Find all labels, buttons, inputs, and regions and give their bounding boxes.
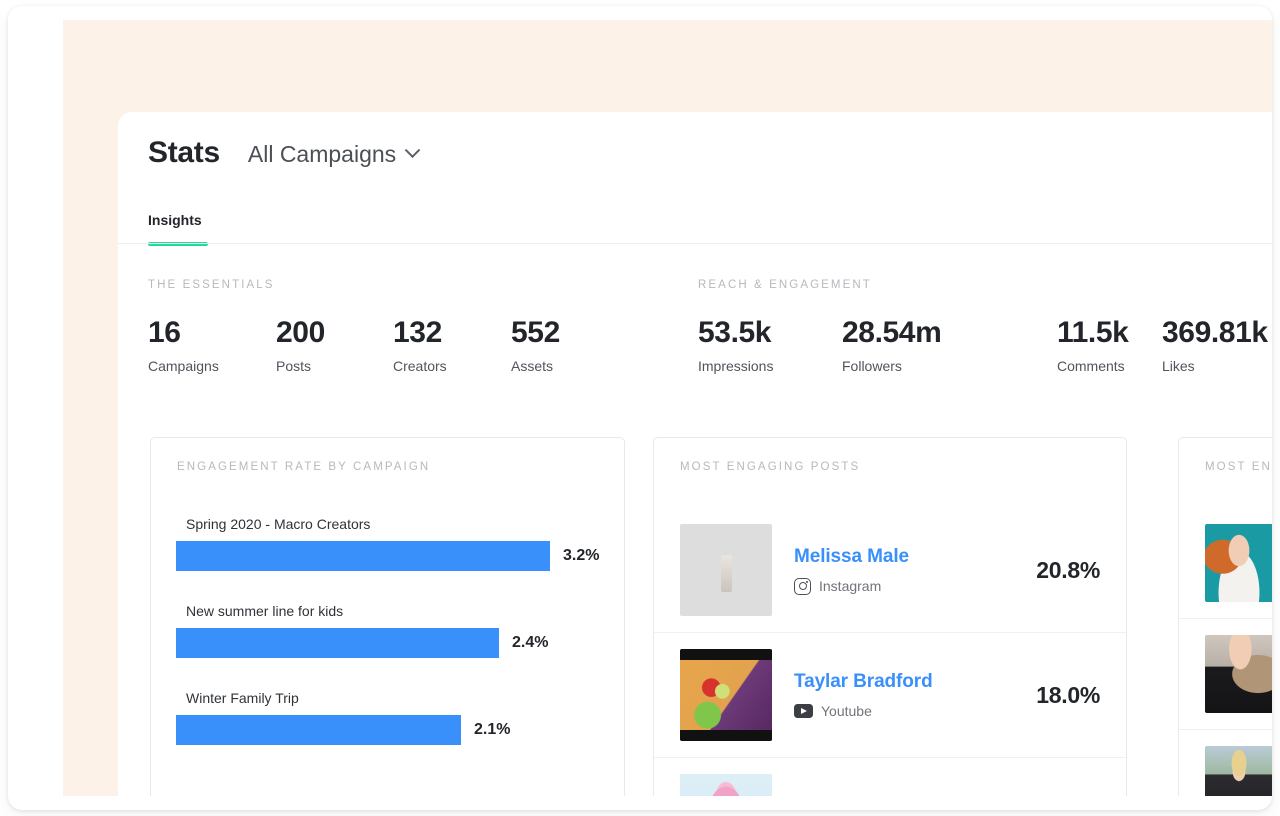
stat-label: Assets (511, 358, 554, 375)
bar-value: 2.4% (512, 634, 549, 651)
stat-value: 16 (148, 316, 181, 349)
creator-row[interactable] (1179, 619, 1272, 730)
post-thumbnail[interactable] (680, 649, 772, 741)
creators-list (1179, 508, 1272, 796)
bar-fill (176, 628, 499, 658)
stat-label: Campaigns (148, 358, 219, 375)
bar-chart: Spring 2020 - Macro Creators 3.2% New su… (176, 516, 624, 777)
panel-engagement-rate: ENGAGEMENT RATE BY CAMPAIGN Spring 2020 … (150, 437, 625, 796)
bar-label: New summer line for kids (186, 603, 344, 619)
stat-value: 200 (276, 316, 325, 349)
stat-followers: 28.54m Followers (842, 316, 1057, 375)
page-header: Stats All Campaigns (148, 136, 421, 170)
stat-value: 552 (511, 316, 560, 349)
stat-group-label-essentials: THE ESSENTIALS (148, 279, 275, 291)
post-thumbnail[interactable] (680, 524, 772, 616)
stat-label: Posts (276, 358, 312, 375)
stat-label: Impressions (698, 358, 774, 375)
post-row[interactable]: Lizzie Darden 17.6% (654, 758, 1126, 796)
stat-value: 53.5k (698, 316, 772, 349)
stat-label: Likes (1162, 358, 1195, 375)
stat-posts: 200 Posts (276, 316, 393, 375)
chevron-down-icon (404, 142, 421, 159)
youtube-icon (794, 704, 813, 718)
creator-thumbnail[interactable] (1205, 746, 1272, 796)
panel-most-engaging-posts: MOST ENGAGING POSTS Melissa Male Instagr… (653, 437, 1127, 796)
stat-value: 132 (393, 316, 442, 349)
bar-item: Winter Family Trip 2.1% (176, 690, 624, 745)
tab-bar: Insights (148, 212, 208, 246)
panel-title: ENGAGEMENT RATE BY CAMPAIGN (177, 461, 431, 473)
post-platform-label: Youtube (821, 703, 872, 719)
bar-value: 2.1% (474, 721, 511, 738)
post-engagement-rate: 18.0% (1036, 681, 1100, 708)
panel-title: MOST ENGAGING POSTS (680, 461, 861, 473)
stats-row-reach: 53.5k Impressions 28.54m Followers 11.5k… (698, 316, 1268, 375)
browser-frame: Stats All Campaigns Insights THE ESSENTI… (8, 6, 1272, 810)
post-row[interactable]: Taylar Bradford Youtube 18.0% (654, 633, 1126, 758)
stat-comments: 11.5k Comments (1057, 316, 1162, 375)
bar-item: Spring 2020 - Macro Creators 3.2% (176, 516, 624, 571)
stat-likes: 369.81k Likes (1162, 316, 1268, 375)
post-thumbnail[interactable] (680, 774, 772, 796)
page-title: Stats (148, 136, 220, 169)
creator-row[interactable] (1179, 730, 1272, 796)
stat-value: 369.81k (1162, 316, 1268, 349)
stat-impressions: 53.5k Impressions (698, 316, 842, 375)
stat-label: Followers (842, 358, 902, 375)
creator-thumbnail[interactable] (1205, 524, 1272, 602)
post-row[interactable]: Melissa Male Instagram 20.8% (654, 508, 1126, 633)
posts-list: Melissa Male Instagram 20.8% Taylar Brad… (654, 508, 1126, 796)
stat-label: Creators (393, 358, 447, 375)
bar-label: Winter Family Trip (186, 690, 299, 706)
post-author-link[interactable]: Taylar Bradford (794, 671, 933, 692)
post-engagement-rate: 20.8% (1036, 556, 1100, 583)
post-author-link[interactable]: Melissa Male (794, 545, 909, 567)
post-platform-label: Instagram (819, 578, 882, 594)
tab-divider (118, 243, 1272, 244)
post-platform: Instagram (794, 577, 1036, 595)
stat-assets: 552 Assets (511, 316, 560, 375)
campaign-filter-label: All Campaigns (247, 141, 397, 167)
creator-thumbnail[interactable] (1205, 635, 1272, 713)
stat-label: Comments (1057, 358, 1125, 375)
post-platform: Youtube (794, 703, 1036, 719)
stat-value: 11.5k (1057, 316, 1129, 349)
bar-value: 3.2% (563, 547, 600, 564)
tab-active-indicator (148, 242, 208, 246)
stats-row-essentials: 16 Campaigns 200 Posts 132 Creators 552 … (148, 316, 560, 375)
stat-campaigns: 16 Campaigns (148, 316, 276, 375)
bar-label: Spring 2020 - Macro Creators (186, 516, 371, 532)
stats-app-card: Stats All Campaigns Insights THE ESSENTI… (118, 112, 1272, 796)
stat-creators: 132 Creators (393, 316, 511, 375)
campaign-filter-dropdown[interactable]: All Campaigns (247, 141, 421, 168)
creator-row[interactable] (1179, 508, 1272, 619)
bar-fill (176, 715, 461, 745)
stat-value: 28.54m (842, 316, 942, 349)
bar-fill (176, 541, 550, 571)
bar-item: New summer line for kids 2.4% (176, 603, 624, 658)
panel-most-engaging-creators: MOST ENGA (1178, 437, 1272, 796)
instagram-icon (794, 577, 811, 595)
panel-title: MOST ENGA (1205, 461, 1272, 473)
stat-group-label-reach: REACH & ENGAGEMENT (698, 279, 872, 291)
tab-insights[interactable]: Insights (148, 212, 202, 228)
